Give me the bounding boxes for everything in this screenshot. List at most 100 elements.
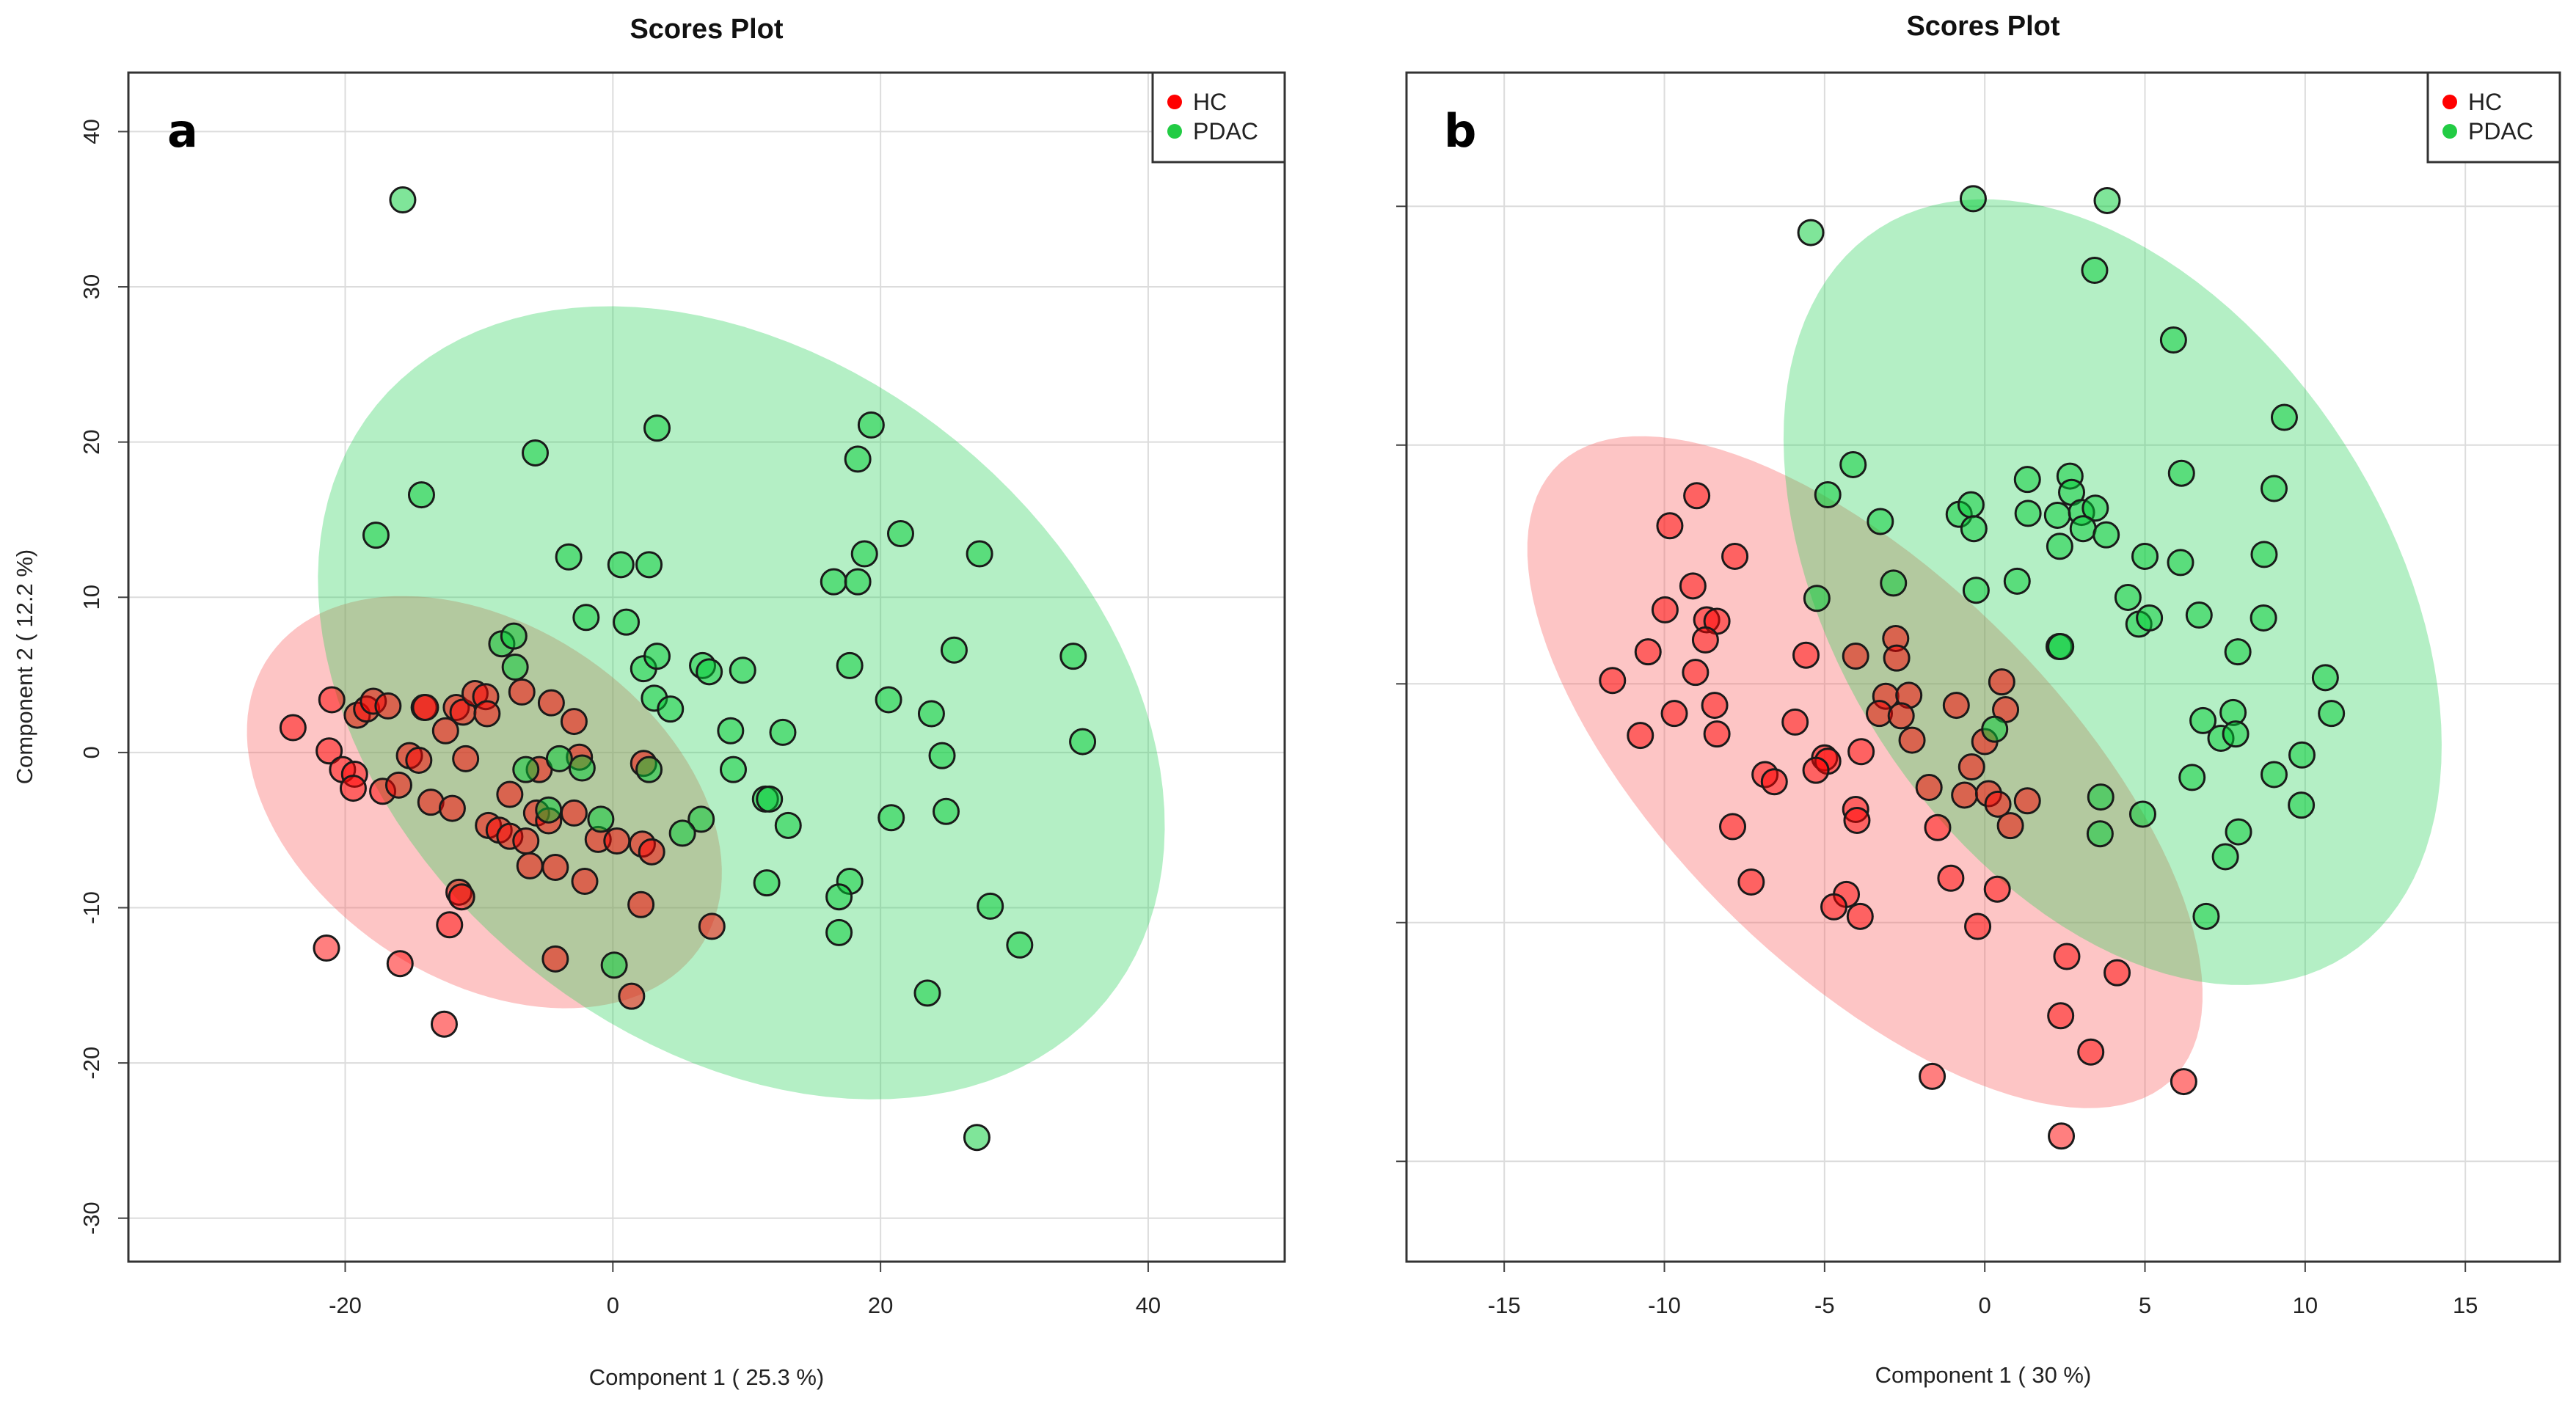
data-point-hc: [430, 1010, 458, 1038]
data-point-pdac: [696, 658, 723, 686]
data-point-pdac: [568, 754, 596, 782]
x-tick-label: 15: [2453, 1292, 2478, 1318]
data-point-hc: [1656, 512, 1684, 540]
data-point-hc: [1719, 813, 1747, 841]
data-point-hc: [1660, 700, 1688, 728]
data-point-hc: [1919, 1062, 1946, 1090]
data-point-hc: [318, 686, 346, 714]
data-point-hc: [1988, 668, 2015, 696]
data-point-hc: [560, 708, 588, 736]
data-point-pdac: [500, 622, 528, 650]
data-point-pdac: [2087, 783, 2115, 811]
data-point-hc: [627, 890, 655, 918]
data-point-pdac: [844, 445, 872, 473]
data-point-pdac: [635, 756, 663, 783]
data-point-hc: [1682, 659, 1710, 687]
legend-label-pdac: PDAC: [2468, 118, 2533, 145]
data-point-hc: [2048, 1122, 2076, 1150]
legend-label-hc: HC: [2468, 89, 2502, 115]
data-point-hc: [512, 827, 540, 855]
data-point-pdac: [2225, 818, 2252, 846]
x-tick-label: 0: [1979, 1292, 1991, 1318]
data-point-hc: [1737, 868, 1765, 896]
data-point-hc: [1951, 781, 1979, 809]
data-point-pdac: [820, 568, 847, 596]
data-point-pdac: [613, 608, 641, 636]
data-point-hc: [541, 853, 569, 881]
data-point-hc: [448, 883, 475, 911]
data-point-hc: [541, 945, 569, 973]
scores-plot-b: -15 -10 -5 0 5 10 15 Scores Plot Component 1 (…: [1396, 11, 2561, 1388]
data-point-pdac: [963, 1124, 990, 1152]
data-point-pdac: [844, 568, 872, 596]
data-point-pdac: [2159, 326, 2187, 354]
data-point-hc: [571, 868, 599, 896]
x-tick-label: 5: [2139, 1292, 2151, 1318]
legend-box: [2426, 71, 2561, 164]
x-tick-label: -10: [1648, 1292, 1681, 1318]
data-point-pdac: [657, 695, 685, 723]
scores-plot-a: -20 0 20 40 -30 -20 -10 0 10 20 30 40 Scores Plot C…: [12, 14, 1286, 1390]
data-point-hc: [279, 714, 307, 742]
data-point-pdac: [2081, 494, 2109, 522]
data-point-pdac: [2131, 542, 2159, 570]
data-point-pdac: [774, 811, 802, 839]
data-point-pdac: [1957, 491, 1985, 519]
plot-frame: [127, 71, 1286, 1263]
data-point-hc: [496, 780, 524, 808]
data-point-pdac: [928, 742, 956, 769]
data-point-hc: [2170, 1068, 2197, 1096]
data-point-pdac: [966, 540, 993, 568]
data-point-hc: [1957, 753, 1985, 781]
data-point-pdac: [2250, 604, 2277, 632]
data-point-pdac: [2046, 533, 2073, 560]
data-point-hc: [1820, 893, 1848, 921]
data-point-hc: [618, 982, 646, 1010]
data-point-hc: [1651, 596, 1679, 623]
data-point-hc: [438, 794, 466, 822]
data-point-pdac: [1981, 715, 2009, 743]
legend-label-pdac: PDAC: [1193, 118, 1258, 145]
data-point-hc: [1942, 692, 1970, 720]
data-point-pdac: [2069, 515, 2097, 543]
data-point-pdac: [2311, 664, 2339, 692]
data-point-hc: [1996, 812, 2024, 840]
data-point-hc: [431, 717, 459, 745]
x-tick-label: 40: [1136, 1292, 1161, 1318]
data-point-hc: [386, 950, 414, 978]
x-tick-label: -15: [1488, 1292, 1521, 1318]
x-tick-label: 10: [2293, 1292, 2318, 1318]
legend-marker-hc: [1167, 95, 1182, 109]
data-point-pdac: [2081, 257, 2109, 285]
chart-title-b: Scores Plot: [1906, 11, 2059, 42]
data-point-pdac: [2224, 638, 2252, 666]
data-point-pdac: [2288, 791, 2316, 819]
data-point-pdac: [389, 186, 417, 214]
data-point-pdac: [1960, 515, 1988, 543]
data-point-pdac: [2167, 459, 2195, 487]
data-point-hc: [1887, 702, 1915, 730]
data-point-pdac: [756, 785, 784, 813]
y-tick-label: -30: [79, 1201, 104, 1234]
data-point-hc: [1964, 912, 1992, 940]
data-point-pdac: [1803, 585, 1831, 612]
y-tick-label: 40: [79, 119, 104, 144]
data-point-pdac: [2092, 521, 2120, 549]
legend: HC PDAC: [1151, 71, 1286, 164]
data-point-hc: [1842, 643, 1869, 670]
data-point-pdac: [635, 551, 663, 579]
data-point-hc: [508, 678, 536, 706]
data-point-pdac: [857, 411, 885, 439]
data-point-pdac: [2185, 601, 2213, 629]
data-point-hc: [1843, 806, 1871, 834]
legend-marker-pdac: [2442, 124, 2457, 139]
data-point-pdac: [687, 805, 715, 833]
data-point-pdac: [2167, 549, 2194, 577]
data-point-hc: [473, 700, 501, 728]
data-point-pdac: [977, 892, 1004, 920]
data-point-pdac: [2250, 541, 2278, 568]
data-point-pdac: [933, 797, 960, 825]
data-point-pdac: [2003, 567, 2031, 595]
data-point-pdac: [607, 551, 635, 579]
data-point-hc: [1847, 738, 1875, 766]
